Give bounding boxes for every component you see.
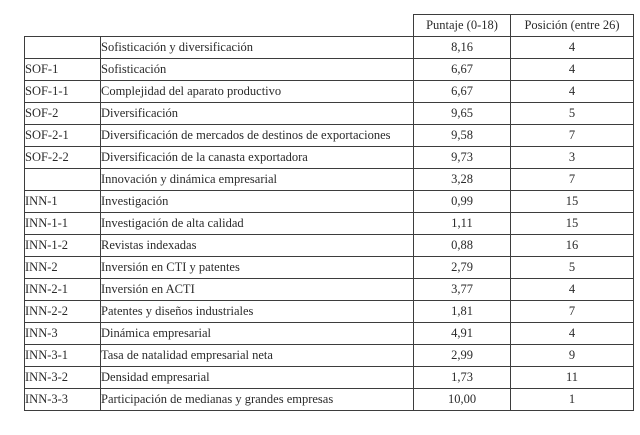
table-row: SOF-2 Diversificación 9,65 5 [24, 102, 634, 125]
posicion-cell: 7 [510, 124, 634, 147]
table-row: INN-2 Inversión en CTI y patentes 2,79 5 [24, 256, 634, 279]
label-cell: Sofisticación y diversificación [100, 36, 414, 59]
puntaje-cell: 6,67 [413, 58, 511, 81]
code-cell: INN-2-2 [24, 300, 101, 323]
results-table: Puntaje (0-18) Posición (entre 26) Sofis… [24, 14, 634, 411]
code-cell: INN-3-1 [24, 344, 101, 367]
posicion-cell: 4 [510, 322, 634, 345]
code-cell: SOF-1 [24, 58, 101, 81]
table-row: SOF-2-1 Diversificación de mercados de d… [24, 124, 634, 147]
posicion-cell: 3 [510, 146, 634, 169]
code-cell: SOF-2 [24, 102, 101, 125]
posicion-cell: 15 [510, 212, 634, 235]
label-cell: Patentes y diseños industriales [100, 300, 414, 323]
code-cell: INN-2 [24, 256, 101, 279]
label-cell: Revistas indexadas [100, 234, 414, 257]
code-cell [24, 168, 101, 191]
table-row: INN-3 Dinámica empresarial 4,91 4 [24, 322, 634, 345]
header-row: Puntaje (0-18) Posición (entre 26) [25, 14, 634, 37]
label-cell: Diversificación de la canasta exportador… [100, 146, 414, 169]
label-cell: Inversión en CTI y patentes [100, 256, 414, 279]
table-row: INN-3-1 Tasa de natalidad empresarial ne… [24, 344, 634, 367]
label-cell: Dinámica empresarial [100, 322, 414, 345]
posicion-cell: 4 [510, 80, 634, 103]
header-blank-code [25, 15, 101, 37]
puntaje-cell: 3,28 [413, 168, 511, 191]
table-row: Sofisticación y diversificación 8,16 4 [24, 36, 634, 59]
code-cell: SOF-2-1 [24, 124, 101, 147]
label-cell: Participación de medianas y grandes empr… [100, 388, 414, 411]
table-row: SOF-1 Sofisticación 6,67 4 [24, 58, 634, 81]
posicion-cell: 15 [510, 190, 634, 213]
code-cell: INN-1 [24, 190, 101, 213]
header-puntaje: Puntaje (0-18) [413, 14, 511, 37]
label-cell: Innovación y dinámica empresarial [100, 168, 414, 191]
puntaje-cell: 10,00 [413, 388, 511, 411]
puntaje-cell: 4,91 [413, 322, 511, 345]
puntaje-cell: 2,79 [413, 256, 511, 279]
table-row: SOF-1-1 Complejidad del aparato producti… [24, 80, 634, 103]
label-cell: Complejidad del aparato productivo [100, 80, 414, 103]
label-cell: Investigación de alta calidad [100, 212, 414, 235]
code-cell [24, 36, 101, 59]
posicion-cell: 7 [510, 300, 634, 323]
label-cell: Inversión en ACTI [100, 278, 414, 301]
label-cell: Tasa de natalidad empresarial neta [100, 344, 414, 367]
puntaje-cell: 1,81 [413, 300, 511, 323]
puntaje-cell: 9,58 [413, 124, 511, 147]
puntaje-cell: 8,16 [413, 36, 511, 59]
puntaje-cell: 9,65 [413, 102, 511, 125]
posicion-cell: 11 [510, 366, 634, 389]
code-cell: INN-1-2 [24, 234, 101, 257]
puntaje-cell: 0,99 [413, 190, 511, 213]
posicion-cell: 4 [510, 36, 634, 59]
label-cell: Densidad empresarial [100, 366, 414, 389]
posicion-cell: 7 [510, 168, 634, 191]
puntaje-cell: 6,67 [413, 80, 511, 103]
posicion-cell: 4 [510, 58, 634, 81]
header-posicion: Posición (entre 26) [510, 14, 634, 37]
table-row: INN-2-2 Patentes y diseños industriales … [24, 300, 634, 323]
posicion-cell: 4 [510, 278, 634, 301]
puntaje-cell: 0,88 [413, 234, 511, 257]
table-row: INN-3-2 Densidad empresarial 1,73 11 [24, 366, 634, 389]
table-row: INN-2-1 Inversión en ACTI 3,77 4 [24, 278, 634, 301]
label-cell: Diversificación de mercados de destinos … [100, 124, 414, 147]
posicion-cell: 1 [510, 388, 634, 411]
code-cell: INN-3-2 [24, 366, 101, 389]
table-row: INN-3-3 Participación de medianas y gran… [24, 388, 634, 411]
code-cell: INN-3 [24, 322, 101, 345]
puntaje-cell: 9,73 [413, 146, 511, 169]
table-row: INN-1 Investigación 0,99 15 [24, 190, 634, 213]
table-body: Sofisticación y diversificación 8,16 4 S… [24, 36, 634, 411]
label-cell: Diversificación [100, 102, 414, 125]
code-cell: SOF-2-2 [24, 146, 101, 169]
puntaje-cell: 1,11 [413, 212, 511, 235]
posicion-cell: 9 [510, 344, 634, 367]
header-blank-label [101, 15, 414, 37]
table-row: SOF-2-2 Diversificación de la canasta ex… [24, 146, 634, 169]
label-cell: Sofisticación [100, 58, 414, 81]
code-cell: INN-3-3 [24, 388, 101, 411]
table-row: Innovación y dinámica empresarial 3,28 7 [24, 168, 634, 191]
posicion-cell: 5 [510, 256, 634, 279]
puntaje-cell: 1,73 [413, 366, 511, 389]
label-cell: Investigación [100, 190, 414, 213]
posicion-cell: 16 [510, 234, 634, 257]
table-row: INN-1-2 Revistas indexadas 0,88 16 [24, 234, 634, 257]
code-cell: INN-2-1 [24, 278, 101, 301]
posicion-cell: 5 [510, 102, 634, 125]
puntaje-cell: 2,99 [413, 344, 511, 367]
puntaje-cell: 3,77 [413, 278, 511, 301]
table-row: INN-1-1 Investigación de alta calidad 1,… [24, 212, 634, 235]
code-cell: SOF-1-1 [24, 80, 101, 103]
code-cell: INN-1-1 [24, 212, 101, 235]
